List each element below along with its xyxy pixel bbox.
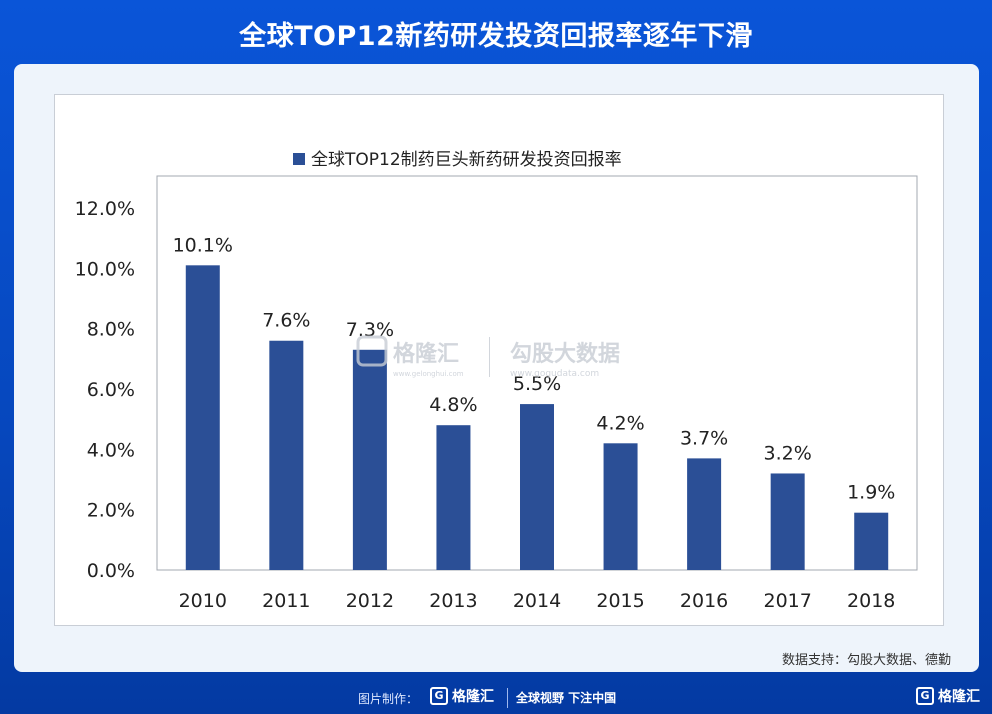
legend-swatch <box>293 153 305 165</box>
x-tick-2015: 2015 <box>596 590 644 612</box>
bar-2014 <box>520 404 554 570</box>
footer-brand: G 格隆汇 <box>430 686 494 706</box>
y-tick-0.0%: 0.0% <box>87 560 135 582</box>
watermark: 格隆汇 www.gelonghui.com 勾股大数据 www.gogudata… <box>356 335 620 379</box>
y-axis: 0.0% 2.0% 4.0% 6.0% 8.0% 10.0% 12.0% <box>75 198 135 582</box>
x-tick-2016: 2016 <box>680 590 728 612</box>
bar-2015 <box>603 443 638 570</box>
bar-2013 <box>436 425 471 570</box>
y-tick-10.0%: 10.0% <box>75 258 135 280</box>
corner-brand: G 格隆汇 <box>916 686 980 706</box>
x-tick-2014: 2014 <box>513 590 561 612</box>
x-tick-2011: 2011 <box>262 590 310 612</box>
data-label-2010: 10.1% <box>173 234 233 256</box>
bar-2010 <box>185 265 220 570</box>
y-tick-6.0%: 6.0% <box>87 379 135 401</box>
watermark-brand-url: www.gelonghui.com <box>393 370 464 378</box>
data-label-2013: 4.8% <box>429 394 477 416</box>
chart-frame: 全球TOP12制药巨头新药研发投资回报率 10.1% 7.6% 7.3% 4.8% 5.… <box>54 94 944 626</box>
bar-2017 <box>770 473 805 570</box>
data-label-2011: 7.6% <box>262 310 310 332</box>
x-tick-2018: 2018 <box>847 590 895 612</box>
y-tick-2.0%: 2.0% <box>87 500 135 522</box>
bar-series <box>185 265 889 570</box>
data-labels: 10.1% 7.6% 7.3% 4.8% 5.5% 4.2% 3.7% 3.2% 1.9% <box>173 234 896 503</box>
bar-2016 <box>687 458 722 570</box>
footer-slogan: 全球视野 下注中国 <box>516 691 617 705</box>
page-title: 全球TOP12新药研发投资回报率逐年下滑 <box>239 21 753 52</box>
watermark-partner-url: www.gogudata.com <box>510 369 599 379</box>
bar-2011 <box>269 340 304 570</box>
bar-2012 <box>352 349 387 570</box>
legend-label: 全球TOP12制药巨头新药研发投资回报率 <box>311 150 622 170</box>
y-tick-8.0%: 8.0% <box>87 319 135 341</box>
footer: 图片制作： G 格隆汇 全球视野 下注中国 G 格隆汇 <box>0 684 992 714</box>
x-tick-2017: 2017 <box>763 590 811 612</box>
data-label-2016: 3.7% <box>680 427 728 449</box>
bar-chart: 全球TOP12制药巨头新药研发投资回报率 10.1% 7.6% 7.3% 4.8% 5.… <box>75 150 918 612</box>
data-label-2012: 7.3% <box>346 319 394 341</box>
made-by-label: 图片制作： <box>358 692 419 706</box>
watermark-brand: 格隆汇 <box>393 341 459 367</box>
corner-brand-name: 格隆汇 <box>938 689 980 705</box>
footer-brand-name: 格隆汇 <box>452 689 494 705</box>
x-tick-2010: 2010 <box>179 590 227 612</box>
brand-logo-icon: G <box>430 687 448 705</box>
data-label-2015: 4.2% <box>596 412 644 434</box>
data-label-2017: 3.2% <box>764 442 812 464</box>
y-tick-12.0%: 12.0% <box>75 198 135 220</box>
data-source: 数据支持：勾股大数据、德勤 <box>781 653 951 668</box>
chart-card: 全球TOP12制药巨头新药研发投资回报率 10.1% 7.6% 7.3% 4.8% 5.… <box>14 64 979 672</box>
data-label-2018: 1.9% <box>847 482 895 504</box>
watermark-partner: 勾股大数据 <box>510 341 620 367</box>
footer-divider <box>507 688 508 708</box>
x-tick-2012: 2012 <box>346 590 394 612</box>
watermark-logo-icon <box>356 335 388 367</box>
x-tick-2013: 2013 <box>429 590 477 612</box>
corner-logo-icon: G <box>916 687 934 705</box>
watermark-divider <box>489 337 490 377</box>
y-tick-4.0%: 4.0% <box>87 439 135 461</box>
data-label-2014: 5.5% <box>513 373 561 395</box>
x-axis: 2010 2011 2012 2013 2014 2015 2016 2017 2018 <box>179 590 896 612</box>
bar-2018 <box>854 512 889 570</box>
